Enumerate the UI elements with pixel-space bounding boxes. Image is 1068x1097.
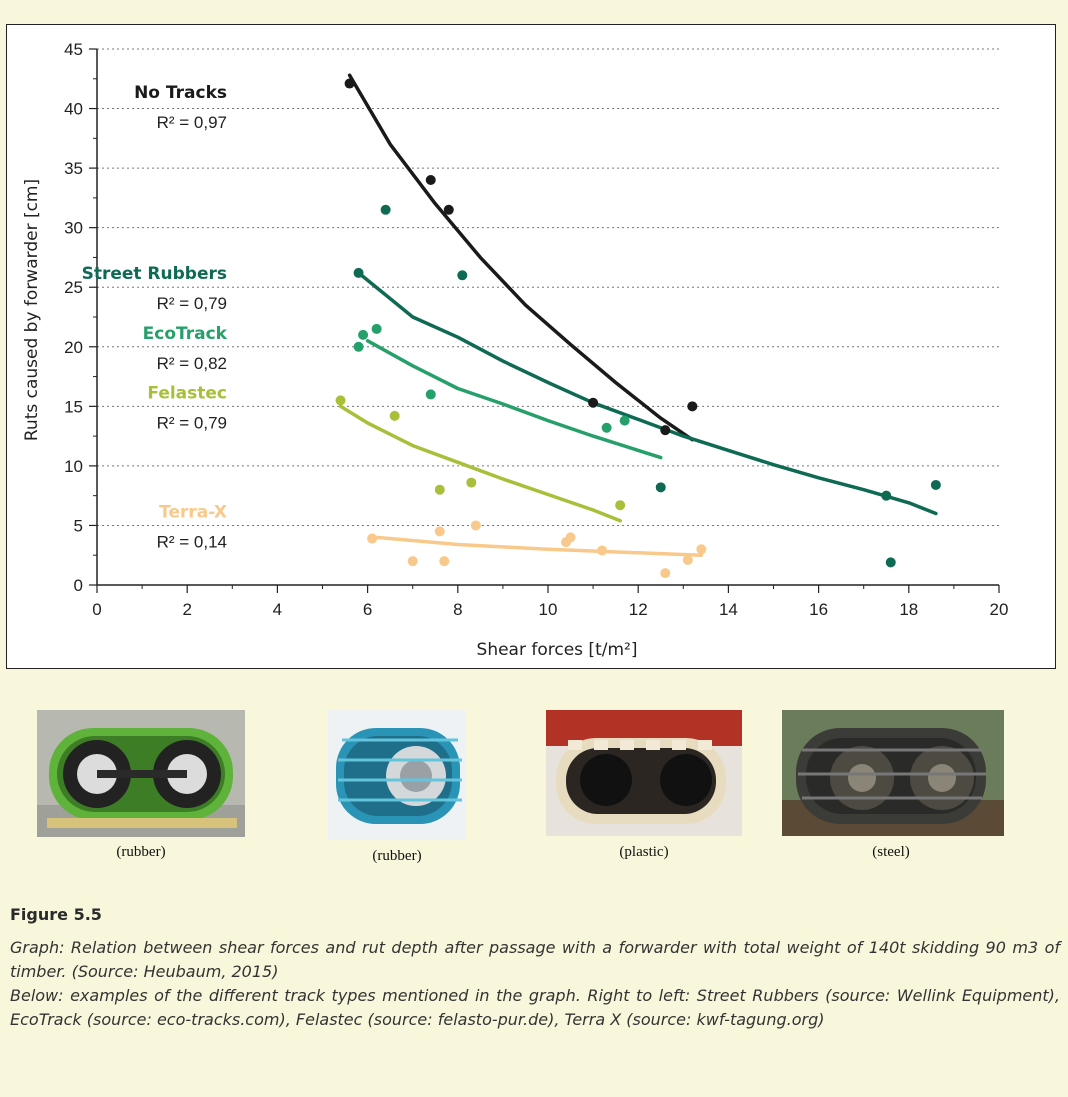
data-point [434, 526, 445, 537]
data-point [407, 556, 418, 567]
photo-caption-2: (rubber) [372, 848, 422, 864]
y-tick-label: 35 [64, 159, 83, 178]
photo-caption-1: (rubber) [116, 844, 166, 860]
caption-photo-description: Below: examples of the different track t… [10, 986, 1060, 1029]
data-point [457, 270, 468, 281]
series-name-label: Felastec [147, 383, 227, 403]
x-tick-label: 12 [629, 600, 648, 619]
y-tick-label: 10 [64, 457, 83, 476]
photo-ecotrack [328, 710, 466, 840]
photo-caption-3: (plastic) [619, 844, 669, 860]
series-annotations: No Tracks R² = 0,97 Street Rubbers R² = 0,7… [82, 83, 228, 551]
data-point [655, 482, 666, 493]
photo-caption-4: (steel) [872, 844, 910, 860]
x-axis-title: Shear forces [t/m²] [477, 640, 638, 660]
y-axis-title: Ruts caused by forwarder [cm] [22, 179, 42, 441]
y-tick-label: 5 [74, 516, 83, 535]
caption-graph-description: Graph: Relation between shear forces and… [10, 938, 1060, 981]
trend-lines [338, 73, 938, 557]
data-point [881, 490, 892, 501]
data-point [466, 477, 477, 488]
data-point [367, 533, 378, 544]
y-tick-label: 0 [74, 576, 83, 595]
x-tick-label: 6 [363, 600, 372, 619]
y-tick-label: 45 [64, 40, 83, 59]
figure-caption: Figure 5.5 Graph: Relation between shear… [10, 905, 1060, 1032]
trend-line-1 [356, 271, 938, 516]
series-r2-label: R² = 0,79 [157, 294, 227, 313]
felastec-illustration [546, 710, 742, 836]
x-tick-label: 20 [990, 600, 1009, 619]
series-r2-label: R² = 0,79 [157, 413, 227, 432]
ecotrack-illustration [328, 710, 466, 840]
data-point [601, 422, 612, 433]
data-point [687, 401, 698, 412]
data-point [358, 329, 369, 340]
data-point [425, 175, 436, 186]
data-point [696, 544, 707, 555]
data-point [565, 532, 576, 543]
data-point [597, 545, 608, 556]
data-point [619, 415, 630, 426]
data-point [434, 484, 445, 495]
scatter-chart: 0 5 10 15 20 25 30 35 40 45 0 2 4 6 8 10 12 14 16 18 20 No T… [22, 40, 1008, 660]
y-tick-label: 20 [64, 338, 83, 357]
x-tick-label: 0 [92, 600, 101, 619]
data-point [353, 267, 364, 278]
x-tick-label: 16 [809, 600, 828, 619]
y-tick-label: 25 [64, 278, 83, 297]
x-tick-label: 14 [719, 600, 738, 619]
data-point [389, 410, 400, 421]
x-tick-label: 18 [899, 600, 918, 619]
y-tick-label: 30 [64, 219, 83, 238]
series-name-label: EcoTrack [143, 324, 228, 344]
data-point [660, 568, 671, 579]
trend-line-2 [365, 339, 663, 460]
terra-x-illustration [782, 710, 1004, 836]
chart-frame: 0 5 10 15 20 25 30 35 40 45 0 2 4 6 8 10 12 14 16 18 20 No T… [6, 24, 1056, 669]
y-tick-label: 40 [64, 100, 83, 119]
figure-label: Figure 5.5 [10, 905, 102, 924]
x-tick-label: 2 [182, 600, 191, 619]
data-point [439, 556, 450, 567]
series-r2-label: R² = 0,14 [157, 532, 227, 551]
trend-line-4 [374, 535, 704, 557]
photo-felastec [546, 710, 742, 836]
data-point [885, 557, 896, 568]
data-point [930, 479, 941, 490]
x-tick-label: 10 [539, 600, 558, 619]
data-point [682, 554, 693, 565]
data-point [335, 395, 346, 406]
data-point [425, 389, 436, 400]
photo-street-rubbers [37, 710, 245, 837]
axes: 0 5 10 15 20 25 30 35 40 45 0 2 4 6 8 10 12 14 16 18 20 [64, 40, 1008, 619]
x-tick-label: 8 [453, 600, 462, 619]
x-tick-label: 4 [273, 600, 282, 619]
trend-line-3 [338, 404, 622, 523]
data-point [344, 78, 355, 89]
grid-lines [97, 48, 999, 526]
series-r2-label: R² = 0,97 [157, 113, 227, 132]
series-name-label: Street Rubbers [82, 264, 227, 284]
y-tick-label: 15 [64, 397, 83, 416]
series-name-label: Terra-X [159, 502, 227, 522]
data-point [371, 323, 382, 334]
rubber-track-illustration [37, 710, 245, 837]
data-point [588, 397, 599, 408]
data-points [335, 78, 941, 579]
track-photo-row: (rubber) (rubber) [0, 708, 1068, 868]
data-point [470, 520, 481, 531]
data-point [353, 341, 364, 352]
trend-line-0 [347, 73, 695, 442]
data-point [380, 204, 391, 215]
data-point [615, 500, 626, 511]
series-r2-label: R² = 0,82 [157, 354, 227, 373]
data-point [443, 204, 454, 215]
series-name-label: No Tracks [134, 83, 227, 103]
data-point [660, 425, 671, 436]
photo-terra-x [782, 710, 1004, 836]
